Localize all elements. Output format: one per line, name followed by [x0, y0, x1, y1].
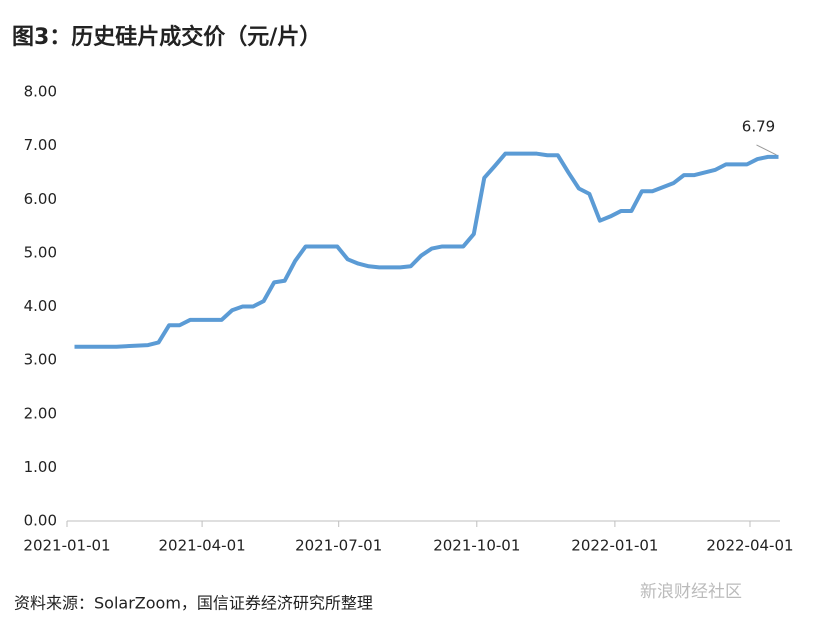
y-tick-label: 3.00	[24, 351, 57, 369]
y-tick-label: 4.00	[24, 297, 57, 315]
x-tick-label: 2022-04-01	[706, 537, 793, 555]
x-tick-label: 2021-01-01	[23, 537, 110, 555]
source: 资料来源：SolarZoom，国信证券经济研究所整理	[14, 594, 373, 613]
y-tick-label: 2.00	[24, 404, 57, 422]
y-tick-label: 8.00	[24, 83, 57, 101]
x-tick-label: 2021-10-01	[433, 537, 520, 555]
y-tick-label: 6.00	[24, 190, 57, 208]
chart-title: 图3：历史硅片成交价（元/片）	[12, 24, 321, 50]
leader-line	[756, 144, 777, 156]
x-tick-label: 2021-07-01	[295, 537, 382, 555]
y-tick-label: 0.00	[24, 512, 57, 530]
watermark: 新浪财经社区	[640, 582, 742, 602]
data-label: 6.79	[742, 117, 775, 135]
line	[74, 151, 779, 349]
y-tick-label: 7.00	[24, 136, 57, 154]
x-tick-label: 2021-04-01	[159, 537, 246, 555]
y-tick-label: 1.00	[24, 458, 57, 476]
x-tick-label: 2022-01-01	[571, 537, 658, 555]
y-tick-label: 5.00	[24, 243, 57, 261]
